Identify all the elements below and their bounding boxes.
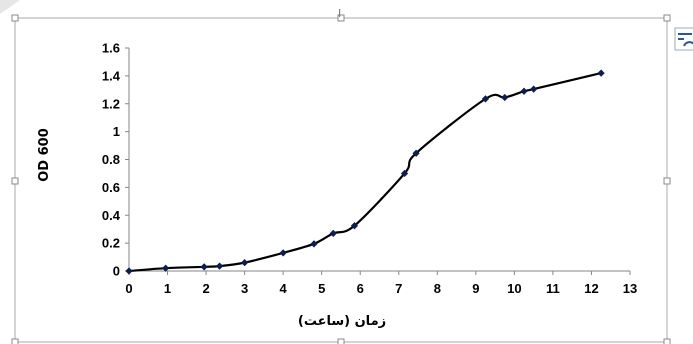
data-point (501, 93, 509, 102)
selection-handle (663, 338, 671, 344)
data-point (530, 85, 538, 93)
x-tick-label: 13 (623, 281, 637, 296)
x-tick-label: 2 (202, 281, 209, 296)
selection-handle (11, 14, 19, 22)
data-point (350, 222, 359, 230)
data-point (125, 267, 133, 275)
selection-handle (337, 14, 345, 22)
data-point (481, 95, 490, 103)
x-tick-label: 8 (434, 281, 441, 296)
selection-handle (663, 14, 671, 22)
series-markers (125, 69, 605, 275)
x-tick-label: 11 (546, 281, 560, 296)
x-tick-label: 10 (507, 281, 521, 296)
x-tick-label: 1 (164, 281, 171, 296)
x-tick-label: 3 (241, 281, 248, 296)
y-tick-label: 1 (113, 124, 120, 139)
y-axis-title: OD 600 (37, 128, 52, 182)
data-point (200, 263, 208, 271)
x-tick-label: 7 (395, 281, 402, 296)
data-point (520, 87, 528, 95)
y-tick-label: 0.2 (102, 236, 120, 251)
data-point (161, 264, 170, 272)
x-tick-label: 5 (318, 281, 325, 296)
y-tick-label: 1.6 (102, 41, 120, 56)
data-point (240, 259, 249, 267)
data-point (597, 69, 605, 77)
x-axis-ticks: 0 1 2 3 4 5 6 7 8 9 10 11 12 13 (125, 271, 637, 296)
y-axis-ticks: 0 0.2 0.4 0.6 0.8 1 1.2 1.4 1.6 (102, 41, 129, 279)
x-tick-label: 6 (357, 281, 364, 296)
selection-handles (11, 14, 671, 344)
selection-handle (11, 338, 19, 344)
layout-options-icon[interactable] (674, 27, 693, 51)
y-tick-label: 1.2 (102, 96, 120, 111)
selection-handle (663, 177, 671, 185)
series-line (128, 72, 602, 273)
data-point (279, 249, 287, 257)
y-tick-label: 0.8 (102, 152, 120, 167)
y-tick-label: 1.4 (102, 68, 121, 83)
y-tick-label: 0 (113, 264, 120, 279)
y-tick-label: 0.4 (102, 208, 121, 223)
x-tick-label: 12 (584, 281, 598, 296)
selection-handle (337, 338, 345, 344)
data-point (412, 149, 420, 157)
y-tick-label: 0.6 (102, 180, 120, 195)
data-point (400, 169, 409, 178)
x-tick-label: 9 (472, 281, 479, 296)
data-point (215, 262, 224, 270)
x-tick-label: 0 (125, 281, 132, 296)
x-tick-label: 4 (280, 281, 288, 296)
corner-shape (0, 0, 20, 14)
chart-area-border (14, 17, 668, 343)
x-axis-title: زمان (ساعت) (298, 314, 386, 329)
data-point (329, 229, 337, 237)
data-point (310, 240, 318, 248)
selection-handle (11, 177, 19, 185)
text-cursor-icon: I (338, 7, 341, 20)
